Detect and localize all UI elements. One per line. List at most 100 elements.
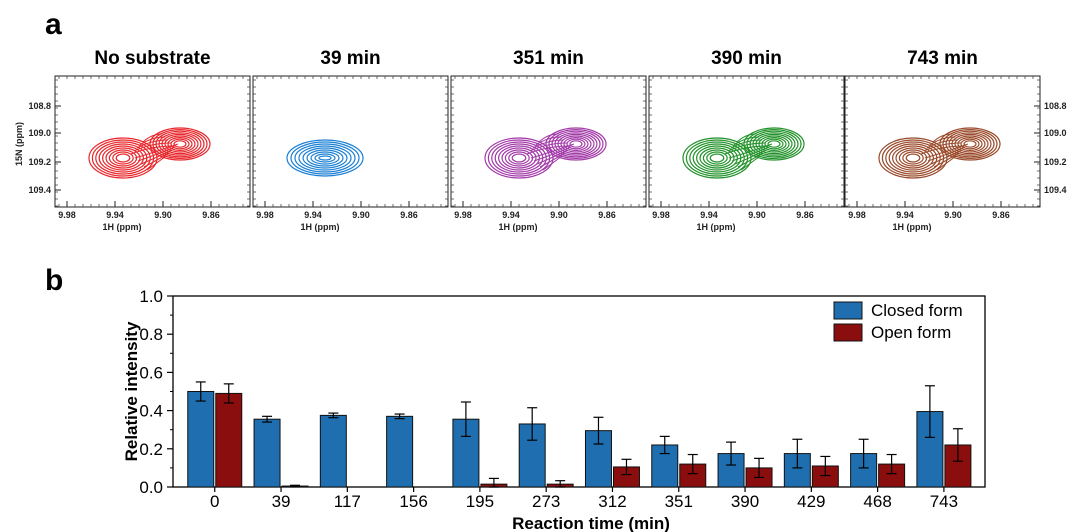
contour-line xyxy=(743,127,805,161)
contour-line xyxy=(290,141,360,175)
bar-closed-form xyxy=(187,391,215,488)
x-tick-label: 9.86 xyxy=(992,210,1010,220)
x-tick-label: 9.94 xyxy=(502,210,520,220)
spectrum-title: 743 min xyxy=(907,48,978,69)
legend-label: Closed form xyxy=(871,301,963,320)
contour-line xyxy=(929,136,956,146)
contour-line xyxy=(286,139,364,177)
contour-line xyxy=(945,130,995,158)
y-tick-label: 0.2 xyxy=(139,440,163,459)
panel-a-label: a xyxy=(45,8,62,41)
x-tick-label: 0 xyxy=(210,492,219,511)
contour-line xyxy=(736,133,757,143)
contour-line xyxy=(734,149,767,165)
bar-closed-form xyxy=(253,418,281,488)
spectrum-frame xyxy=(648,75,845,208)
x-tick-label: 9.90 xyxy=(550,210,568,220)
x-tick-label: 9.90 xyxy=(748,210,766,220)
contour-line xyxy=(511,153,527,163)
x-axis-label: 1H (ppm) xyxy=(893,222,932,232)
y-tick-label: 0.6 xyxy=(139,363,163,382)
contour-line xyxy=(310,151,340,165)
contour-line xyxy=(557,133,595,155)
y-axis-label: 15N (ppm) xyxy=(14,122,24,166)
spectrum-title: 390 min xyxy=(711,48,782,69)
bar-closed-form xyxy=(386,415,414,488)
contour-line xyxy=(740,155,761,171)
contour-line xyxy=(891,145,934,171)
contour-line xyxy=(960,138,980,150)
contour-line xyxy=(569,140,583,148)
contour-line xyxy=(149,127,211,161)
x-tick-label: 9.98 xyxy=(58,210,76,220)
x-tick-label: 429 xyxy=(797,492,825,511)
contour-line xyxy=(298,145,352,171)
x-tick-label: 390 xyxy=(731,492,759,511)
x-axis-label: 1H (ppm) xyxy=(697,222,736,232)
contour-line xyxy=(706,151,728,165)
contour-line xyxy=(932,133,953,143)
contour-line xyxy=(728,143,773,159)
contour-line xyxy=(878,137,948,179)
contour-line xyxy=(566,138,586,150)
x-tick-label: 9.98 xyxy=(256,210,274,220)
x-tick-label: 9.94 xyxy=(700,210,718,220)
contour-line xyxy=(920,145,965,155)
contour-line xyxy=(551,130,601,158)
contour-line xyxy=(136,139,169,149)
contour-line xyxy=(724,145,769,155)
contour-group xyxy=(878,127,1001,179)
x-tick-label: 117 xyxy=(334,492,361,511)
contour-line xyxy=(923,142,962,152)
contour-line xyxy=(699,147,735,169)
legend-swatch xyxy=(833,323,863,342)
contour-line xyxy=(115,153,131,163)
contour-line xyxy=(306,149,344,167)
contour-line xyxy=(767,140,781,148)
spectrum-title: 39 min xyxy=(320,48,380,69)
x-axis-label: 1H (ppm) xyxy=(499,222,538,232)
contour-line xyxy=(942,129,998,160)
legend-swatch xyxy=(833,301,863,320)
contour-line xyxy=(140,149,173,165)
x-tick-label: 9.86 xyxy=(796,210,814,220)
spectrum-frame xyxy=(54,75,251,208)
contour-line xyxy=(302,147,348,169)
contour-line xyxy=(134,143,179,159)
y-tick-label: 108.8 xyxy=(28,101,51,111)
spectrum-title: 351 min xyxy=(513,48,584,69)
contour-group xyxy=(286,139,364,177)
contour-line xyxy=(749,130,799,158)
contour-line xyxy=(727,142,766,152)
contour-line xyxy=(930,149,963,165)
panel-b: b 0.0 0.2 0.4 0.6 0.8 1.0 Relative intensity 0 3… xyxy=(45,264,986,532)
contour-line xyxy=(170,138,190,150)
x-tick-label: 9.98 xyxy=(652,210,670,220)
contour-line xyxy=(764,138,784,150)
y-axis-title: Relative intensity xyxy=(122,321,141,461)
contour-line xyxy=(902,151,924,165)
y-tick-label: 109.4 xyxy=(28,185,51,195)
contour-line xyxy=(137,146,176,162)
spectrum-title: No substrate xyxy=(94,48,210,69)
contour-group xyxy=(484,127,607,179)
contour-line xyxy=(939,127,1001,161)
contour-line xyxy=(746,129,802,160)
spectrum-frame xyxy=(252,75,449,208)
contour-line xyxy=(146,155,167,171)
x-tick-label: 9.98 xyxy=(848,210,866,220)
x-tick-label: 9.90 xyxy=(154,210,172,220)
contour-line xyxy=(173,140,187,148)
contour-line xyxy=(318,155,332,161)
contour-line xyxy=(895,147,931,169)
bar-open-form xyxy=(215,392,243,488)
contour-line xyxy=(155,130,205,158)
contour-line xyxy=(314,153,336,163)
contour-line xyxy=(532,139,565,149)
x-axis-title: Reaction time (min) xyxy=(512,514,670,532)
contour-line xyxy=(563,137,589,152)
contour-line xyxy=(963,140,977,148)
contour-line xyxy=(957,137,983,152)
contour-line xyxy=(758,135,790,153)
